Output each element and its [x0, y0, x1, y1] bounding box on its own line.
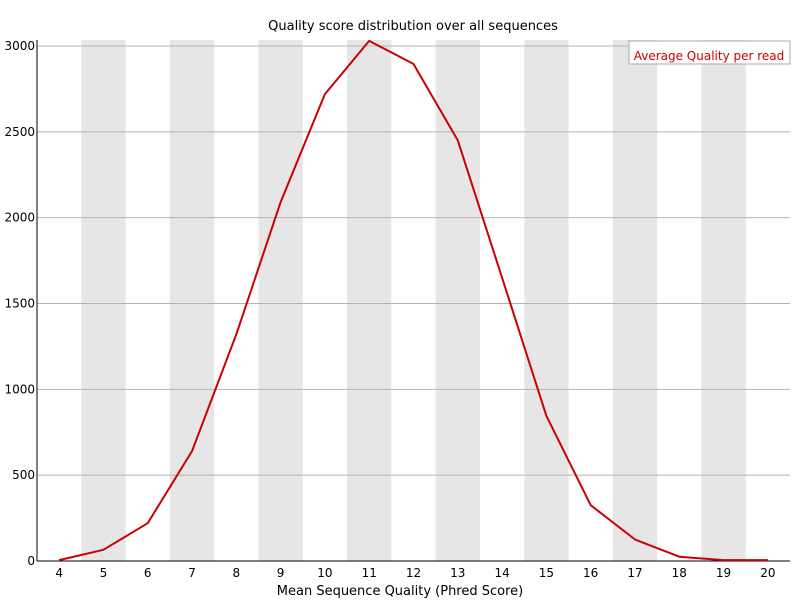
x-tick-labels: 4 5 6 7 8 9 10 11 12 13 14 15 16 17 18 19 20 [55, 566, 775, 580]
y-tick-label: 1500 [4, 297, 35, 311]
x-tick-label: 17 [627, 566, 642, 580]
series-line [58, 39, 768, 562]
column-band [81, 40, 126, 561]
column-band [169, 40, 215, 561]
column-band [435, 40, 480, 561]
y-tick-label: 3000 [4, 39, 35, 53]
x-tick-label: 18 [672, 566, 687, 580]
column-band [524, 40, 569, 561]
x-axis-label: Mean Sequence Quality (Phred Score) [277, 584, 523, 599]
legend: Average Quality per read [628, 40, 791, 65]
x-tick-label: 11 [362, 566, 377, 580]
x-tick-label: 8 [233, 566, 241, 580]
y-tick-label: 500 [12, 468, 35, 482]
y-tick-label: 0 [27, 554, 35, 568]
x-tick-label: 10 [317, 566, 332, 580]
chart-title: Quality score distribution over all sequ… [268, 19, 558, 34]
x-tick-label: 9 [277, 566, 285, 580]
y-tick-labels: 0 500 1000 1500 2000 2500 3000 [4, 39, 35, 568]
y-tick-label: 2000 [4, 211, 35, 225]
x-tick-label: 16 [583, 566, 598, 580]
x-tick-label: 13 [450, 566, 465, 580]
grid-lines [37, 45, 790, 476]
y-tick-label: 2500 [4, 125, 35, 139]
axes [36, 40, 790, 562]
y-tick-label: 1000 [4, 382, 35, 396]
legend-box [628, 40, 791, 65]
x-tick-label: 4 [55, 566, 63, 580]
column-band [347, 40, 392, 561]
column-band [701, 40, 746, 561]
x-tick-label: 15 [539, 566, 554, 580]
column-band [612, 40, 658, 561]
x-tick-label: 14 [494, 566, 509, 580]
x-tick-label: 5 [100, 566, 108, 580]
x-tick-label: 20 [760, 566, 775, 580]
legend-entry: Average Quality per read [634, 49, 785, 63]
column-band [258, 40, 303, 561]
x-tick-label: 12 [406, 566, 421, 580]
x-tick-label: 7 [188, 566, 196, 580]
x-tick-label: 6 [144, 566, 152, 580]
column-bands [81, 40, 746, 561]
series-lines [58, 39, 768, 562]
x-tick-label: 19 [716, 566, 731, 580]
